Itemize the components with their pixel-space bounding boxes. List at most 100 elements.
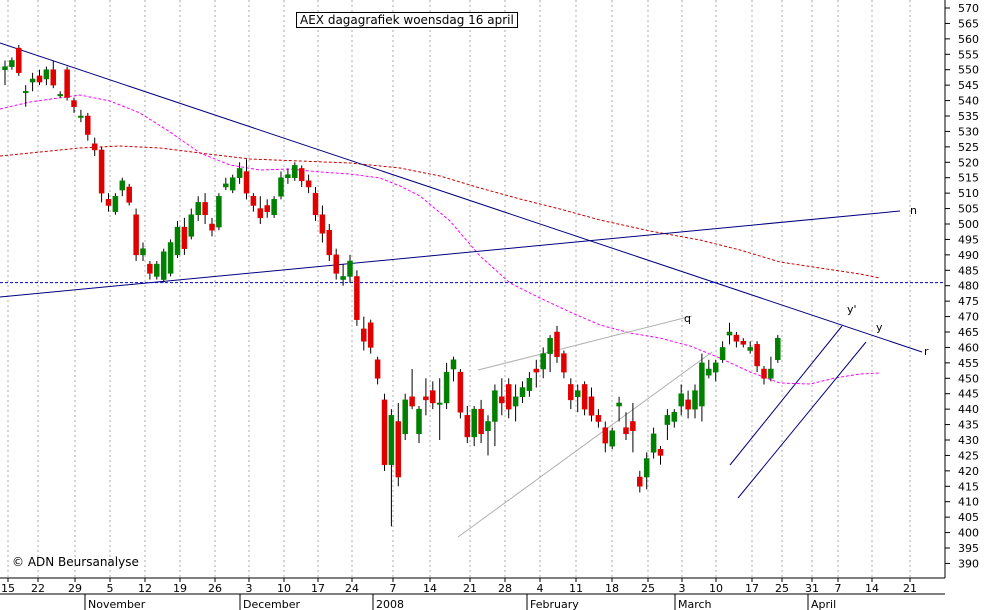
candle-up — [519, 387, 526, 398]
candle-up — [154, 263, 160, 277]
candle-down — [298, 168, 305, 182]
x-tick-label: 25 — [641, 582, 655, 595]
candle-down — [64, 69, 70, 98]
x-tick-label: 25 — [775, 582, 789, 595]
y-tick-label: 425 — [958, 449, 979, 462]
candle-down — [554, 331, 560, 357]
candle-down — [333, 254, 339, 274]
candle-down — [71, 100, 77, 107]
candle-up — [512, 396, 519, 407]
y-tick-label: 475 — [958, 295, 979, 308]
month-label: November — [88, 598, 146, 610]
candle-up — [119, 180, 126, 191]
x-tick-label: 5 — [107, 582, 114, 595]
x-tick-label: 3 — [246, 582, 253, 595]
candle-up — [57, 94, 63, 97]
candle-up — [340, 276, 346, 280]
candle-up — [416, 408, 422, 435]
candle-down — [16, 47, 22, 74]
x-tick-label: 31 — [805, 582, 819, 595]
candle-down — [740, 341, 747, 345]
month-label: February — [530, 598, 579, 610]
y-tick-label: 515 — [958, 172, 979, 185]
candle-down — [36, 75, 43, 83]
y-tick-label: 450 — [958, 372, 979, 385]
plot-background — [0, 0, 945, 578]
candle-down — [202, 202, 208, 215]
y-tick-label: 460 — [958, 341, 979, 354]
x-tick-label: 21 — [903, 582, 917, 595]
candle-up — [540, 353, 546, 370]
candle-down — [50, 69, 57, 86]
candle-up — [712, 362, 719, 373]
candle-down — [91, 143, 98, 151]
candles — [2, 45, 781, 527]
y-tick-label: 395 — [958, 542, 979, 555]
moving-average-long — [0, 145, 881, 279]
y-tick-label: 465 — [958, 326, 979, 339]
candle-up — [167, 242, 174, 274]
candle-up — [547, 337, 553, 354]
candle-down — [478, 408, 484, 435]
candle-down — [630, 421, 636, 431]
x-tick-label: 4 — [537, 582, 544, 595]
moving-average-short — [0, 94, 881, 385]
candle-down — [533, 368, 540, 373]
y-tick-label: 435 — [958, 419, 979, 432]
x-tick-label: 10 — [709, 582, 723, 595]
y-tick-label: 405 — [958, 511, 979, 524]
candle-down — [209, 223, 215, 231]
channel-y-lower — [737, 341, 867, 499]
candle-up — [692, 390, 698, 410]
channel-q-upper — [477, 315, 693, 371]
candle-down — [733, 334, 740, 342]
candle-down — [374, 359, 381, 379]
candle-up — [271, 199, 277, 215]
candle-down — [361, 328, 367, 342]
month-label: March — [678, 598, 712, 610]
line-label: y' — [847, 303, 857, 316]
y-tick-label: 535 — [958, 110, 979, 123]
candle-up — [29, 78, 36, 83]
candle-down — [367, 322, 374, 348]
month-label: April — [811, 598, 836, 610]
y-tick-label: 505 — [958, 203, 979, 216]
candle-up — [574, 390, 581, 398]
x-tick-label: 10 — [277, 582, 291, 595]
candle-up — [678, 393, 684, 407]
candle-down — [754, 344, 760, 367]
y-tick-label: 485 — [958, 264, 979, 277]
candle-down — [305, 180, 312, 188]
candle-down — [105, 199, 112, 206]
candle-down — [98, 149, 105, 194]
candle-down — [623, 427, 629, 435]
candle-up — [112, 195, 119, 212]
candle-down — [395, 421, 402, 478]
y-tick-label: 390 — [958, 557, 979, 570]
candle-down — [430, 390, 436, 404]
x-tick-label: 7 — [835, 582, 842, 595]
candle-up — [195, 202, 201, 215]
month-label: 2008 — [376, 598, 404, 610]
candle-up — [388, 415, 395, 465]
x-tick-label: 7 — [390, 582, 397, 595]
candle-down — [499, 396, 505, 404]
y-tick-label: 520 — [958, 156, 979, 169]
candle-up — [216, 195, 222, 228]
candle-down — [685, 399, 691, 410]
candle-down — [561, 353, 567, 373]
candle-up — [160, 251, 167, 280]
candle-down — [457, 371, 464, 413]
line-label: n — [910, 204, 917, 217]
candle-up — [402, 399, 408, 435]
x-tick-label: 19 — [173, 582, 187, 595]
candle-down — [326, 229, 333, 256]
x-tick-label: 18 — [605, 582, 619, 595]
candle-up — [650, 433, 657, 453]
candle-up — [43, 69, 50, 80]
x-tick-label: 21 — [463, 582, 477, 595]
y-tick-label: 470 — [958, 311, 979, 324]
x-tick-label: 28 — [498, 582, 512, 595]
candle-up — [278, 177, 284, 197]
candle-down — [595, 415, 602, 422]
